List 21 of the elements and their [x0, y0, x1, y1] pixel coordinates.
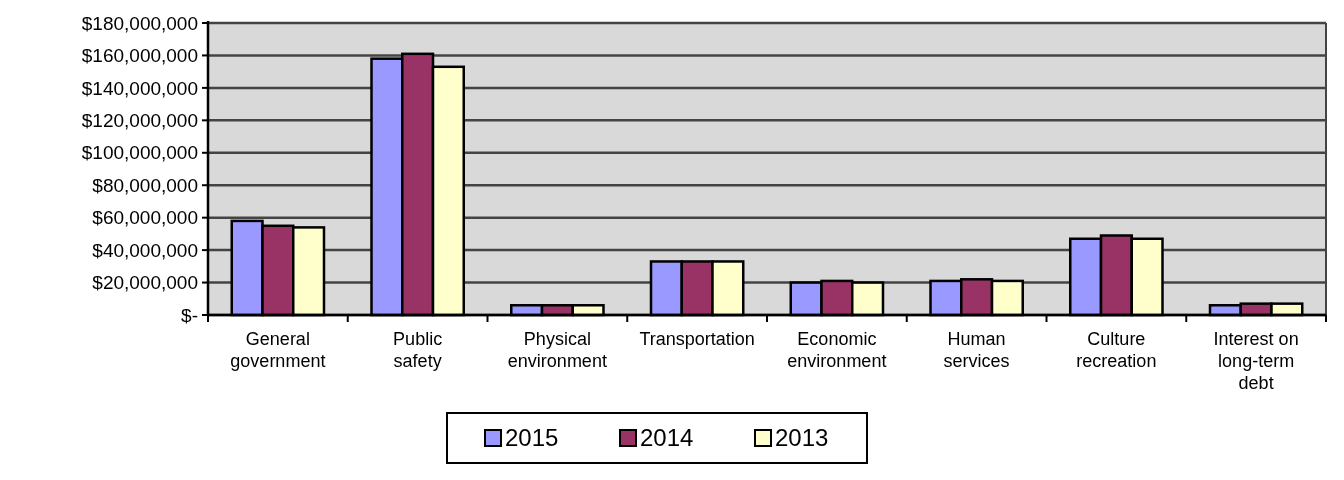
y-tick-label: $80,000,000 — [92, 174, 198, 196]
y-tick-label: $- — [181, 304, 198, 326]
x-tick-label: General government — [230, 329, 326, 371]
legend-label: 2013 — [775, 424, 829, 452]
x-tick-label: Transportation — [639, 329, 755, 349]
x-tick-label: Culture recreation — [1076, 329, 1157, 371]
x-tick-label: Physical environment — [507, 329, 607, 371]
y-tick-label: $40,000,000 — [92, 239, 198, 261]
y-tick-label: $60,000,000 — [92, 207, 198, 229]
x-tick-label: Public safety — [393, 329, 443, 371]
y-tick-label: $180,000,000 — [81, 12, 198, 34]
legend-label: 2015 — [505, 424, 559, 452]
y-tick-label: $160,000,000 — [81, 45, 198, 67]
legend-label: 2014 — [640, 424, 694, 452]
y-tick-label: $100,000,000 — [81, 142, 198, 164]
y-tick-label: $20,000,000 — [92, 272, 198, 294]
y-tick-label: $140,000,000 — [81, 77, 198, 99]
x-tick-label: Economic environment — [787, 329, 887, 371]
y-tick-label: $120,000,000 — [81, 109, 198, 131]
x-tick-label: Interest on long-term debt — [1213, 329, 1299, 393]
x-tick-label: Human services — [943, 329, 1010, 371]
